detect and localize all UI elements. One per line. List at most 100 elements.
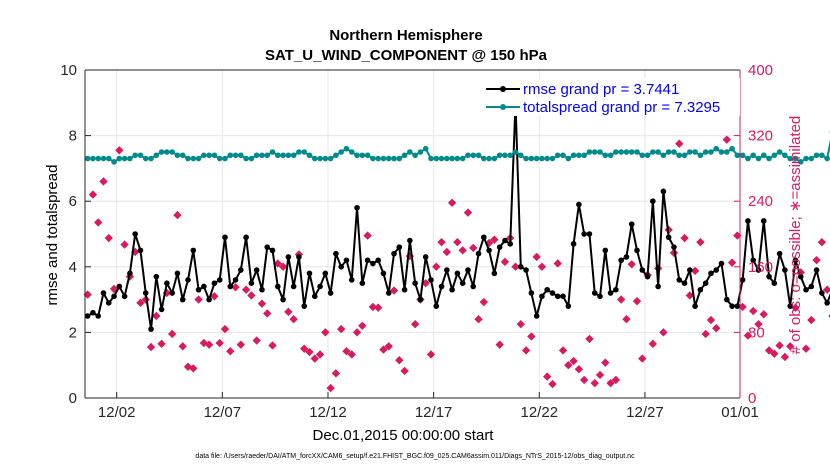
series-point-totalspread (428, 155, 434, 162)
series-point-totalspread (422, 145, 429, 152)
series-point-totalspread (238, 152, 244, 159)
obs-assimilated-point (712, 324, 721, 333)
series-point-rmse (311, 293, 318, 300)
obs-assimilated-point (775, 341, 784, 350)
series-point-rmse (127, 270, 133, 277)
series-point-totalspread (475, 152, 482, 159)
obs-assimilated-point (527, 332, 536, 341)
series-point-rmse (734, 303, 741, 309)
series-point-rmse (507, 241, 514, 247)
series-point-rmse (227, 283, 234, 290)
series-point-totalspread (158, 149, 165, 155)
obs-assimilated-point (537, 262, 547, 271)
series-point-rmse (481, 234, 487, 241)
series-point-rmse (142, 290, 149, 296)
series-point-rmse (523, 267, 529, 273)
series-point-rmse (285, 254, 292, 260)
x-tick-label: 12/22 (521, 404, 559, 421)
obs-assimilated-point (569, 356, 578, 366)
series-point-totalspread (586, 149, 593, 155)
obs-assimilated-point (590, 378, 599, 388)
series-point-totalspread (243, 155, 249, 162)
series-point-totalspread (676, 152, 683, 159)
series-point-rmse (797, 273, 804, 280)
series-point-rmse (486, 247, 492, 254)
series-point-rmse (660, 188, 667, 195)
series-point-totalspread (412, 152, 418, 159)
series-point-totalspread (280, 152, 286, 159)
series-point-totalspread (655, 149, 661, 155)
legend-marker-rmse (500, 86, 506, 92)
series-point-rmse (644, 273, 651, 280)
series-point-totalspread (211, 152, 218, 159)
obs-assimilated-point (315, 350, 325, 359)
series-point-totalspread (222, 155, 228, 162)
legend-marker-totalspread (500, 104, 506, 110)
series-point-rmse (729, 303, 735, 309)
series-point-rmse (338, 264, 344, 270)
series-point-rmse (502, 237, 508, 244)
series-point-rmse (808, 283, 815, 290)
obs-assimilated-point (638, 354, 647, 363)
obs-assimilated-point (659, 328, 668, 337)
obs-assimilated-point (146, 342, 156, 352)
series-point-rmse (776, 250, 783, 257)
y-right-tick-label: 0 (748, 390, 756, 407)
series-point-totalspread (491, 155, 498, 162)
series-point-totalspread (137, 152, 144, 159)
series-point-rmse (613, 286, 619, 293)
obs-assimilated-point (616, 295, 626, 304)
series-point-rmse (190, 247, 197, 254)
series-point-rmse (591, 290, 598, 296)
series-point-totalspread (671, 149, 677, 155)
series-point-totalspread (454, 155, 461, 162)
series-point-rmse (554, 293, 561, 300)
footnote-data-file: data file: /Users/raeder/DAI/ATM_forcXX/… (195, 453, 635, 460)
series-point-totalspread (444, 155, 450, 162)
series-point-rmse (153, 273, 160, 280)
series-point-totalspread (264, 152, 271, 159)
obs-assimilated-point (622, 315, 631, 324)
series-point-totalspread (333, 152, 339, 159)
series-point-totalspread (148, 155, 154, 162)
series-point-rmse (290, 283, 297, 290)
series-line-rmse (87, 101, 830, 331)
legend: rmse grand pr = 3.7441 totalspread grand… (470, 78, 740, 116)
series-point-totalspread (327, 155, 334, 162)
series-point-rmse (370, 260, 376, 267)
series-point-rmse (681, 280, 688, 287)
series-point-totalspread (164, 149, 170, 155)
y-left-tick-label: 8 (69, 128, 77, 145)
y-right-tick-label: 160 (748, 259, 773, 276)
series-point-totalspread (116, 155, 123, 162)
series-point-totalspread (581, 152, 587, 159)
series-point-rmse (760, 218, 767, 224)
obs-assimilated-point (632, 296, 642, 306)
series-point-rmse (438, 283, 445, 290)
series-point-totalspread (343, 145, 350, 152)
series-point-totalspread (554, 152, 561, 159)
obs-assimilated-point (252, 336, 261, 345)
series-point-rmse (771, 280, 778, 287)
series-point-rmse (597, 293, 603, 300)
series-point-totalspread (803, 155, 809, 162)
series-point-rmse (570, 241, 577, 247)
obs-assimilated-point (548, 379, 557, 389)
series-point-rmse (692, 303, 698, 309)
series-point-rmse (803, 286, 809, 293)
series-point-rmse (549, 290, 556, 296)
series-point-rmse (322, 270, 329, 277)
series-point-totalspread (613, 149, 619, 155)
obs-assimilated-point (574, 365, 584, 374)
obs-assimilated-point (104, 233, 113, 243)
series-point-totalspread (665, 149, 672, 155)
series-point-rmse (164, 280, 170, 287)
series-point-totalspread (824, 155, 830, 162)
obs-assimilated-point (342, 347, 351, 356)
y-left-tick-label: 10 (60, 62, 77, 79)
y-left-tick-label: 4 (69, 259, 77, 276)
series-point-totalspread (607, 152, 614, 159)
obs-assimilated-point (585, 334, 594, 344)
y-left-tick-label: 6 (69, 193, 77, 210)
legend-label-totalspread: totalspread grand pr = 7.3295 (523, 99, 720, 116)
